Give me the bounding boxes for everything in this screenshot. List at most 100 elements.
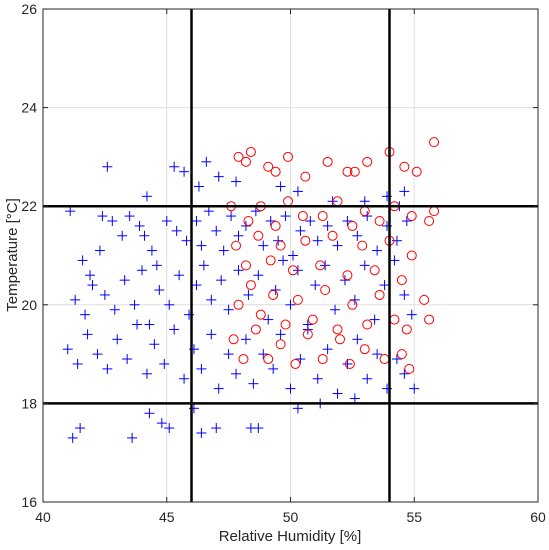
data-point-plus [330, 304, 341, 315]
data-point-circle [424, 215, 435, 226]
data-point-plus [216, 275, 227, 286]
data-point-circle [424, 314, 435, 325]
data-point-plus [213, 171, 224, 182]
data-point-plus [292, 186, 303, 197]
data-point-plus [389, 255, 400, 266]
data-point-circle [240, 260, 251, 271]
data-point-plus [67, 432, 78, 443]
data-point-plus [82, 329, 93, 340]
data-point-circle [320, 285, 331, 296]
data-point-circle [362, 156, 373, 167]
data-point-plus [240, 334, 251, 345]
x-tick-label: 50 [283, 509, 299, 525]
data-point-plus [399, 186, 410, 197]
data-point-circle [302, 329, 313, 340]
data-point-plus [287, 250, 298, 261]
y-tick-label: 18 [21, 395, 37, 411]
data-point-plus [112, 334, 123, 345]
data-point-plus [226, 211, 237, 222]
data-point-circle [357, 240, 368, 251]
y-tick-label: 24 [21, 100, 37, 116]
data-point-circle [287, 265, 298, 276]
data-point-plus [362, 211, 373, 222]
data-point-plus [206, 329, 217, 340]
y-tick-label: 22 [21, 198, 37, 214]
data-point-plus [285, 299, 296, 310]
data-point-circle [359, 344, 370, 355]
data-point-plus [406, 309, 417, 320]
data-point-plus [275, 181, 286, 192]
data-point-circle [238, 354, 249, 365]
x-tick-label: 45 [159, 509, 175, 525]
data-point-plus [77, 255, 88, 266]
data-point-plus [233, 265, 244, 276]
data-point-circle [263, 354, 274, 365]
data-point-plus [193, 181, 204, 192]
data-point-plus [139, 230, 150, 241]
data-point-plus [391, 354, 402, 365]
data-point-circle [231, 240, 242, 251]
data-point-plus [127, 432, 138, 443]
data-point-plus [322, 344, 333, 355]
data-point-plus [161, 215, 172, 226]
data-point-plus [211, 225, 222, 236]
data-point-plus [310, 280, 321, 291]
data-point-circle [233, 299, 244, 310]
data-point-plus [146, 245, 157, 256]
data-point-plus [399, 368, 410, 379]
data-point-plus [349, 393, 360, 404]
data-point-circle [349, 166, 360, 177]
data-point-plus [196, 363, 207, 374]
data-point-plus [206, 294, 217, 305]
y-tick-label: 26 [21, 1, 37, 17]
data-point-plus [372, 349, 383, 360]
data-point-plus [196, 240, 207, 251]
data-point-circle [263, 161, 274, 172]
data-point-plus [231, 176, 242, 187]
x-axis-label: Relative Humidity [%] [219, 528, 362, 545]
data-point-circle [369, 265, 380, 276]
data-point-plus [181, 235, 192, 246]
data-point-plus [75, 423, 86, 434]
data-point-plus [369, 314, 380, 325]
y-tick-label: 16 [21, 494, 37, 510]
data-point-circle [243, 215, 254, 226]
data-point-circle [332, 324, 343, 335]
data-point-plus [362, 373, 373, 384]
data-point-plus [342, 215, 353, 226]
data-point-circle [396, 275, 407, 286]
data-point-plus [270, 285, 281, 296]
data-point-plus [233, 230, 244, 241]
data-point-circle [315, 260, 326, 271]
data-point-plus [191, 280, 202, 291]
data-point-plus [243, 289, 254, 300]
data-point-circle [275, 240, 286, 251]
data-point-circle [401, 324, 412, 335]
data-point-circle [280, 319, 291, 330]
data-point-circle [292, 294, 303, 305]
data-point-plus [164, 423, 175, 434]
data-point-plus [141, 368, 152, 379]
data-point-plus [349, 294, 360, 305]
data-point-plus [80, 309, 91, 320]
data-point-plus [117, 230, 128, 241]
data-point-plus [72, 358, 83, 369]
data-point-circle [362, 319, 373, 330]
data-point-circle [270, 166, 281, 177]
data-point-plus [258, 349, 269, 360]
data-point-plus [332, 240, 343, 251]
data-point-plus [332, 388, 343, 399]
data-point-plus [109, 304, 120, 315]
data-point-circle [297, 211, 308, 222]
data-point-plus [94, 245, 105, 256]
data-point-plus [312, 235, 323, 246]
data-point-plus [102, 161, 113, 172]
data-point-circle [406, 211, 417, 222]
data-point-circle [245, 280, 256, 291]
data-point-plus [191, 215, 202, 226]
data-point-plus [65, 206, 76, 217]
data-point-plus [223, 304, 234, 315]
data-point-circle [404, 363, 415, 374]
y-tick-label: 20 [21, 297, 37, 313]
data-point-plus [179, 166, 190, 177]
